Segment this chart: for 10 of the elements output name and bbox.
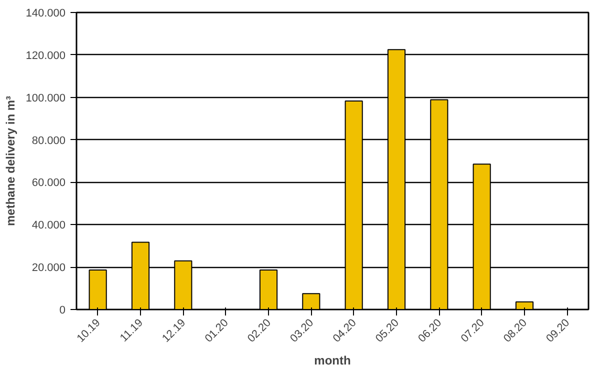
y-axis-title: methane delivery in m³ <box>4 96 18 226</box>
y-tick-label: 100.000 <box>26 92 66 104</box>
y-tick-label: 60.000 <box>32 177 66 190</box>
y-tick-label: 140.000 <box>26 8 66 20</box>
y-tick-label: 120.000 <box>26 50 66 62</box>
y-tick-label: 0 <box>59 304 66 316</box>
y-tick-label: 80.000 <box>32 134 66 147</box>
y-tick-label: 20.000 <box>32 262 66 274</box>
x-axis-title: month <box>314 354 351 368</box>
y-tick-label: 40.000 <box>32 220 66 232</box>
